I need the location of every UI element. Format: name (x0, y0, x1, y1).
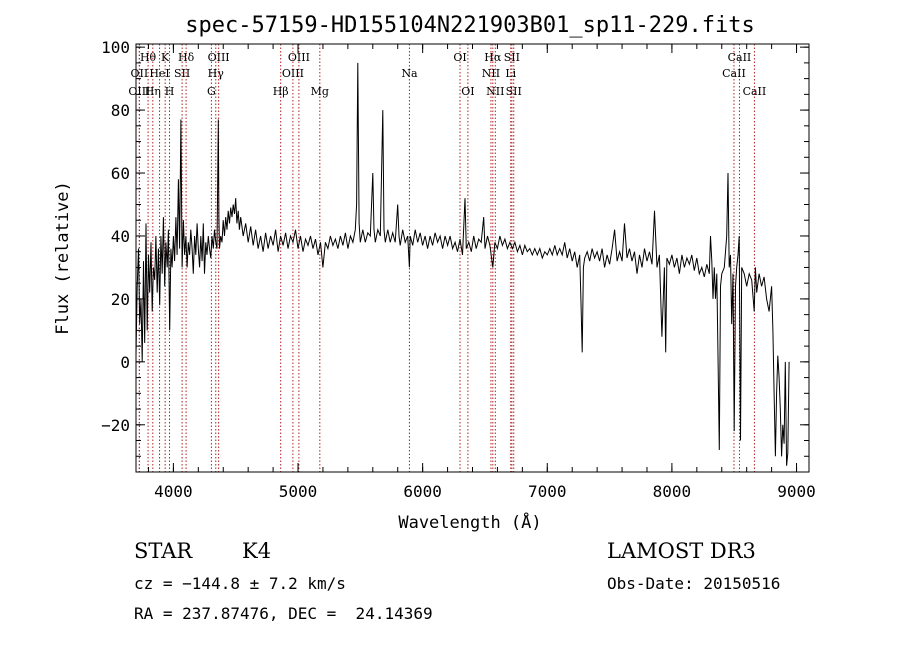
line-marker-labels: HθOIIOIIIHηHeIKHSIIHδGHγOIIIHβOIIIOIIIMg… (128, 51, 766, 98)
survey-name: LAMOST DR3 (607, 539, 756, 563)
line-marker-label: Li (505, 67, 516, 80)
line-marker-label: OI (453, 51, 466, 64)
line-marker-label: OII (131, 67, 149, 80)
series-group (135, 62, 790, 466)
line-marker-label: HeI (149, 67, 169, 80)
x-tick-label: 6000 (403, 482, 442, 501)
line-marker-label: NII (482, 67, 500, 80)
line-marker-label: H (165, 85, 175, 98)
line-marker-label: SII (506, 85, 522, 98)
obs-date: Obs-Date: 20150516 (607, 574, 781, 593)
y-axis-label: Flux (relative) (53, 181, 73, 335)
line-marker-label: Hδ (178, 51, 195, 64)
line-marker-label: K (161, 51, 170, 64)
y-tick-label: 80 (111, 101, 130, 120)
y-tick-label: 40 (111, 227, 130, 246)
x-tick-label: 5000 (279, 482, 318, 501)
x-tick-label: 4000 (154, 482, 193, 501)
line-marker-label: OIII (282, 67, 304, 80)
line-marker-label: OI (461, 85, 474, 98)
plot-frame (135, 43, 810, 473)
spectrum-series-line (135, 62, 790, 466)
x-axis-label: Wavelength (Å) (398, 511, 541, 533)
line-marker-label: Mg (311, 85, 329, 98)
line-marker-label: G (207, 85, 216, 98)
redshift-line: cz = −144.8 ± 7.2 km/s (134, 574, 346, 593)
line-marker-label: CaII (722, 67, 746, 80)
chart-title: spec-57159-HD155104N221903B01_sp11-229.f… (185, 13, 755, 38)
line-marker-label: SII (174, 67, 190, 80)
object-subclass: K4 (242, 539, 272, 563)
line-marker-label: SII (504, 51, 520, 64)
object-class: STAR (134, 539, 193, 563)
line-marker-label: CaII (743, 85, 767, 98)
line-marker-label: Hα (484, 51, 502, 64)
y-tick-label: 20 (111, 290, 130, 309)
line-marker-label: CaII (728, 51, 752, 64)
line-markers (138, 44, 755, 472)
line-marker-label: OIII (288, 51, 310, 64)
line-marker-label: OIII (128, 85, 150, 98)
coordinates: RA = 237.87476, DEC = 24.14369 (134, 604, 433, 623)
y-tick-label: 0 (120, 353, 130, 372)
line-marker-label: NII (486, 85, 504, 98)
line-marker-label: Hβ (273, 85, 289, 98)
x-axis: 4000 5000 6000 7000 8000 9000 (147, 44, 816, 501)
line-marker-label: OIII (208, 51, 230, 64)
line-marker-label: Hη (145, 85, 161, 98)
y-tick-label: 100 (101, 38, 130, 57)
line-marker-label: Hγ (208, 67, 225, 80)
line-marker-label: Na (401, 67, 418, 80)
line-marker-label: Hθ (140, 51, 157, 64)
y-axis: −20 0 20 40 60 80 100 (101, 38, 809, 457)
x-tick-label: 7000 (528, 482, 567, 501)
y-tick-label: −20 (101, 416, 130, 435)
y-tick-label: 60 (111, 164, 130, 183)
x-tick-label: 8000 (653, 482, 692, 501)
x-tick-label: 9000 (777, 482, 816, 501)
